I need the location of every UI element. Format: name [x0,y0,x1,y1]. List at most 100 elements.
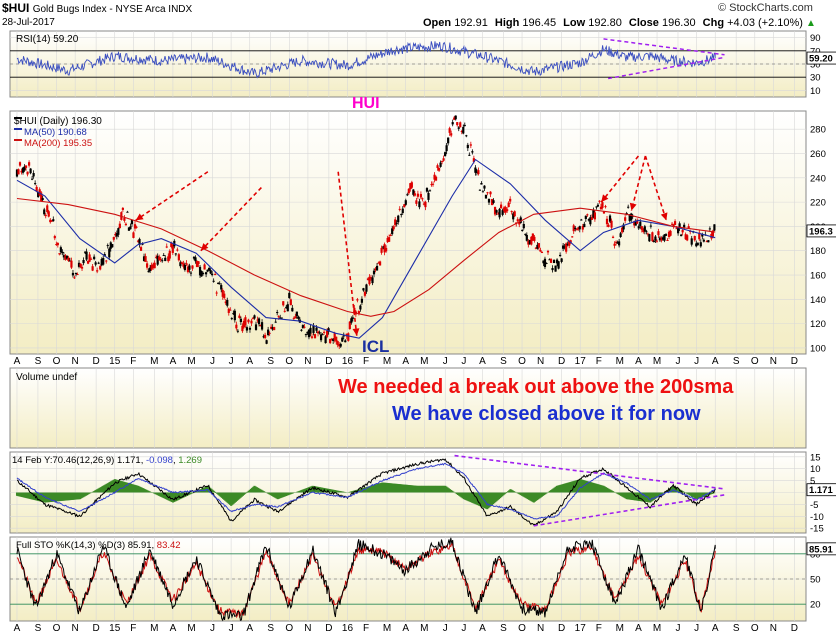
header-symbol: $HUI [2,1,30,15]
price-bar-body [49,219,52,223]
macd-histogram-bar [553,487,556,493]
price-bar-body [99,266,102,270]
price-bar-body [681,230,684,233]
price-bar-body [52,219,55,222]
macd-histogram-bar [188,492,191,495]
price-bar-body [583,223,586,228]
price-bar-body [663,234,666,241]
price-bar-body [74,273,78,275]
macd-histogram-bar [490,492,493,506]
price-bar-body [106,245,109,247]
price-bar-body [248,327,252,330]
macd-histogram-bar [538,492,541,499]
macd-histogram-bar [403,484,406,493]
macd-histogram-bar [458,492,461,496]
macd-histogram-bar [31,492,34,500]
price-bar-body [263,334,267,338]
macd-histogram-bar [39,492,42,502]
price-bar-body [37,191,40,198]
x-tick-label: M [187,356,195,367]
macd-histogram-bar [367,486,370,493]
macd-histogram-bar [275,492,278,499]
price-bar-body [242,320,246,328]
price-bar-body [192,256,196,259]
price-bar-body [574,227,577,230]
price-bar-body [200,270,203,277]
macd-histogram-bar [457,492,460,496]
macd-histogram-bar [536,492,539,501]
x-tick-label: N [72,356,79,367]
x-tick-label: J [461,623,466,634]
macd-histogram-bar [302,489,305,493]
price-bar-body [646,233,649,235]
macd-histogram-bar [113,479,116,493]
macd-histogram-bar [97,488,100,493]
price-bar-body [324,336,327,344]
price-bar-body [117,228,120,235]
note-line-2: We have closed above it for now [392,403,701,425]
price-bar-body [256,319,259,321]
macd-histogram-bar [699,492,702,498]
price-bar-body [341,337,344,342]
x-tick-label: O [518,356,526,367]
price-bar-body [141,243,144,245]
macd-histogram-bar [537,492,540,500]
macd-histogram-bar [508,490,511,493]
macd-histogram-bar [27,492,30,499]
macd-histogram-bar [233,492,236,503]
price-bar-body [67,257,70,261]
macd-histogram-bar [253,485,256,493]
price-bar-body [17,169,20,175]
macd-histogram-bar [330,489,333,493]
x-tick-label: O [53,623,61,634]
macd-histogram-bar [480,492,483,507]
macd-histogram-bar [606,487,609,493]
macd-histogram-bar [38,492,41,502]
macd-histogram-bar [191,492,194,494]
macd-histogram-bar [76,492,79,500]
x-tick-label: A [246,356,253,367]
macd-histogram-bar [182,492,185,498]
rsi-trend-line [608,56,725,80]
price-bar-body [142,256,146,261]
macd-histogram-bar [571,481,574,493]
macd-histogram-bar [548,490,552,493]
price-bar-body [510,210,513,212]
macd-histogram-bar [283,492,286,497]
macd-histogram-bar [559,484,562,493]
price-bar-body [365,284,368,292]
price-bar-body [318,332,321,334]
macd-histogram-bar [63,492,66,501]
macd-histogram-bar [420,485,424,493]
macd-histogram-bar [237,492,240,500]
price-bar-body [130,220,134,225]
macd-histogram-bar [379,483,382,493]
macd-histogram-bar [459,492,462,497]
macd-histogram-bar [239,492,242,498]
price-bar-body [610,220,613,228]
macd-histogram-bar [389,483,392,493]
y-tick-label: 180 [810,246,826,257]
macd-histogram-bar [67,492,70,501]
macd-histogram-bar [675,487,679,493]
price-bar-body [431,183,435,185]
chg-value: +4.03 (+2.10%) [727,17,803,29]
macd-histogram-bar [690,492,694,497]
macd-histogram-bar [494,492,497,503]
x-tick-label: S [500,356,507,367]
price-bar-body [657,231,660,236]
x-tick-label: 16 [342,623,354,634]
price-bar-body [507,202,510,208]
price-bar-body [20,170,23,173]
macd-histogram-bar [102,485,105,493]
macd-histogram-bar [595,483,598,493]
price-bar-body [465,135,468,137]
price-bar-body [301,325,305,329]
x-tick-label: S [733,623,740,634]
price-bar-body [247,319,250,323]
price-bar-body [419,194,423,198]
macd-histogram-bar [401,484,404,493]
macd-histogram-bar [348,491,352,493]
price-bar-body [388,237,391,242]
macd-histogram-bar [649,492,652,503]
